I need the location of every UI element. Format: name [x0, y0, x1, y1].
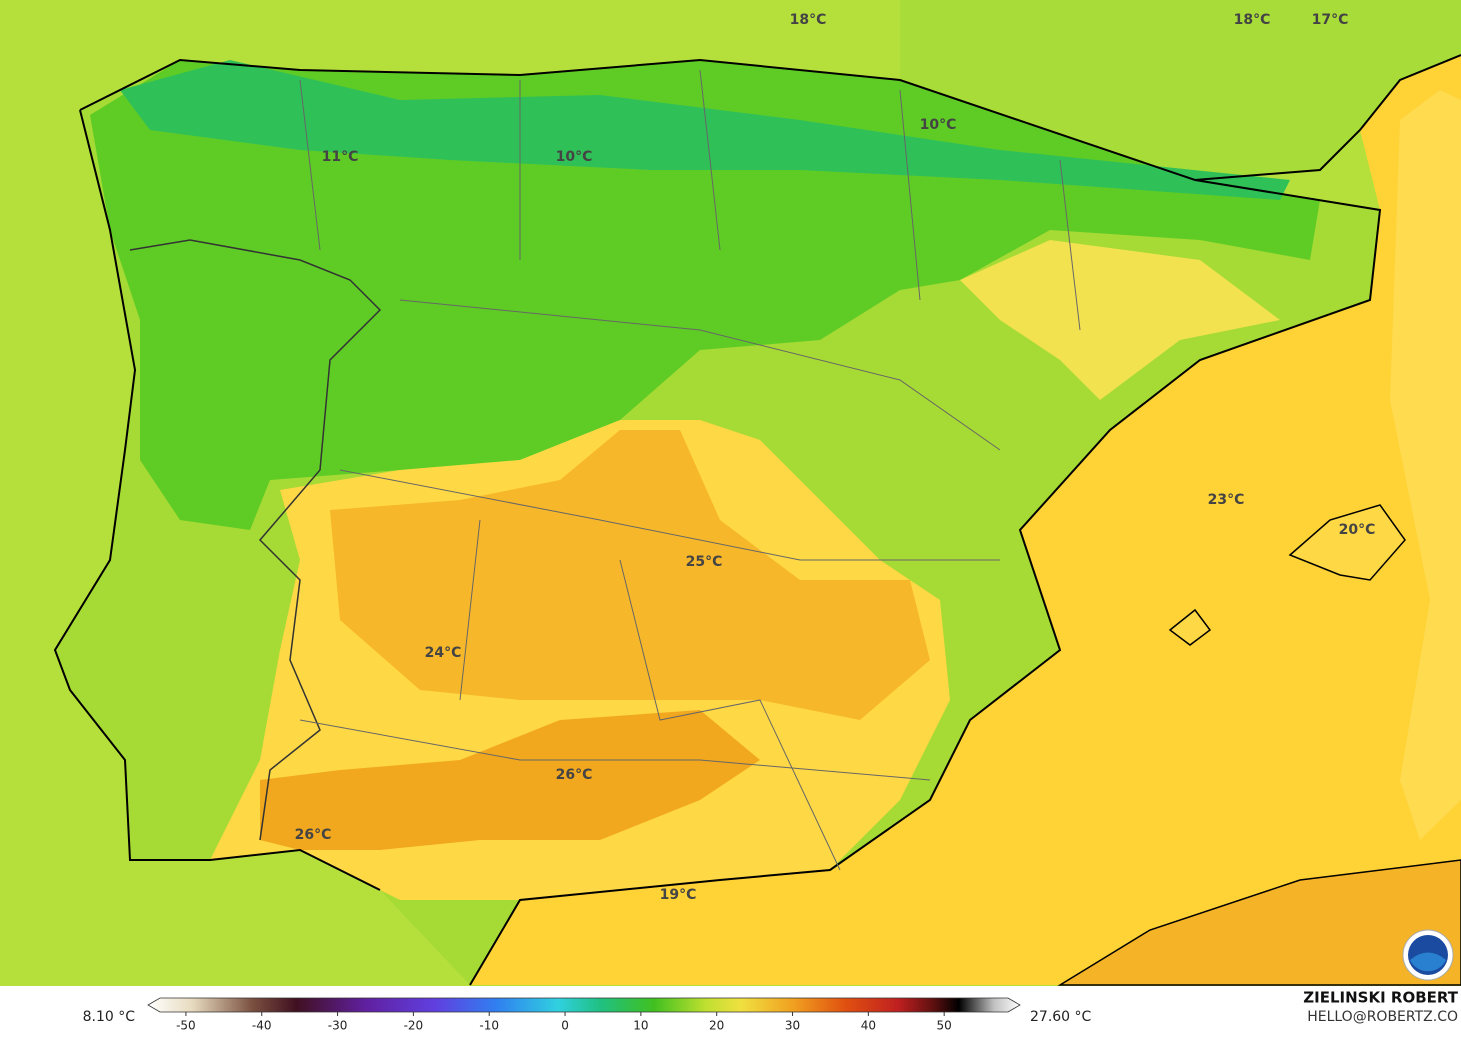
- temperature-label: 10°C: [556, 149, 593, 165]
- colorbar-tick-label: 20: [709, 1019, 724, 1033]
- colorbar-tick-label: 0: [561, 1019, 569, 1033]
- colorbar-tick-label: 40: [861, 1019, 876, 1033]
- coastline: [53, 109, 381, 891]
- temperature-label: 24°C: [425, 645, 462, 661]
- credit-email: HELLO@ROBERTZ.CO: [1307, 1009, 1458, 1025]
- colorbar-min: 8.10 °C: [83, 1009, 136, 1025]
- colorbar-tick-label: -50: [176, 1019, 196, 1033]
- colorbar: [147, 997, 1021, 1013]
- temperature-label: 26°C: [295, 827, 332, 843]
- colorbar-ticks: -50 -40 -30 -20 -10 0 10 20 30 40 50: [176, 1012, 952, 1033]
- temperature-label: 11°C: [322, 149, 359, 165]
- temperature-label: 26°C: [556, 767, 593, 783]
- noaa-logo-wave: [1410, 952, 1446, 972]
- coastline: [469, 179, 1382, 986]
- temperature-label: 10°C: [920, 117, 957, 133]
- coastline: [79, 54, 1461, 182]
- colorbar-max: 27.60 °C: [1030, 1009, 1092, 1025]
- colorbar-tick-label: 50: [937, 1019, 952, 1033]
- temperature-label: 19°C: [660, 887, 697, 903]
- temperature-label: 20°C: [1339, 522, 1376, 538]
- map-labels: 18°C 18°C 17°C 10°C 11°C 10°C 23°C 20°C 25°C 24°C…: [295, 12, 1376, 903]
- temperature-label: 17°C: [1312, 12, 1349, 28]
- region-borders: [299, 69, 1081, 871]
- temperature-label: 25°C: [686, 554, 723, 570]
- map-background: [0, 0, 1461, 986]
- temperature-label: 23°C: [1208, 492, 1245, 508]
- colorbar-tick-label: -20: [404, 1019, 424, 1033]
- colorbar-tick-label: -30: [328, 1019, 348, 1033]
- temperature-label: 18°C: [1234, 12, 1271, 28]
- colorbar-tick-label: 30: [785, 1019, 800, 1033]
- colorbar-tick-label: -10: [479, 1019, 499, 1033]
- colorbar-tick-label: -40: [252, 1019, 272, 1033]
- border: [129, 239, 382, 841]
- credit-name: ZIELINSKI ROBERT: [1303, 989, 1458, 1007]
- temperature-label: 18°C: [790, 12, 827, 28]
- colorbar-tick-label: 10: [633, 1019, 648, 1033]
